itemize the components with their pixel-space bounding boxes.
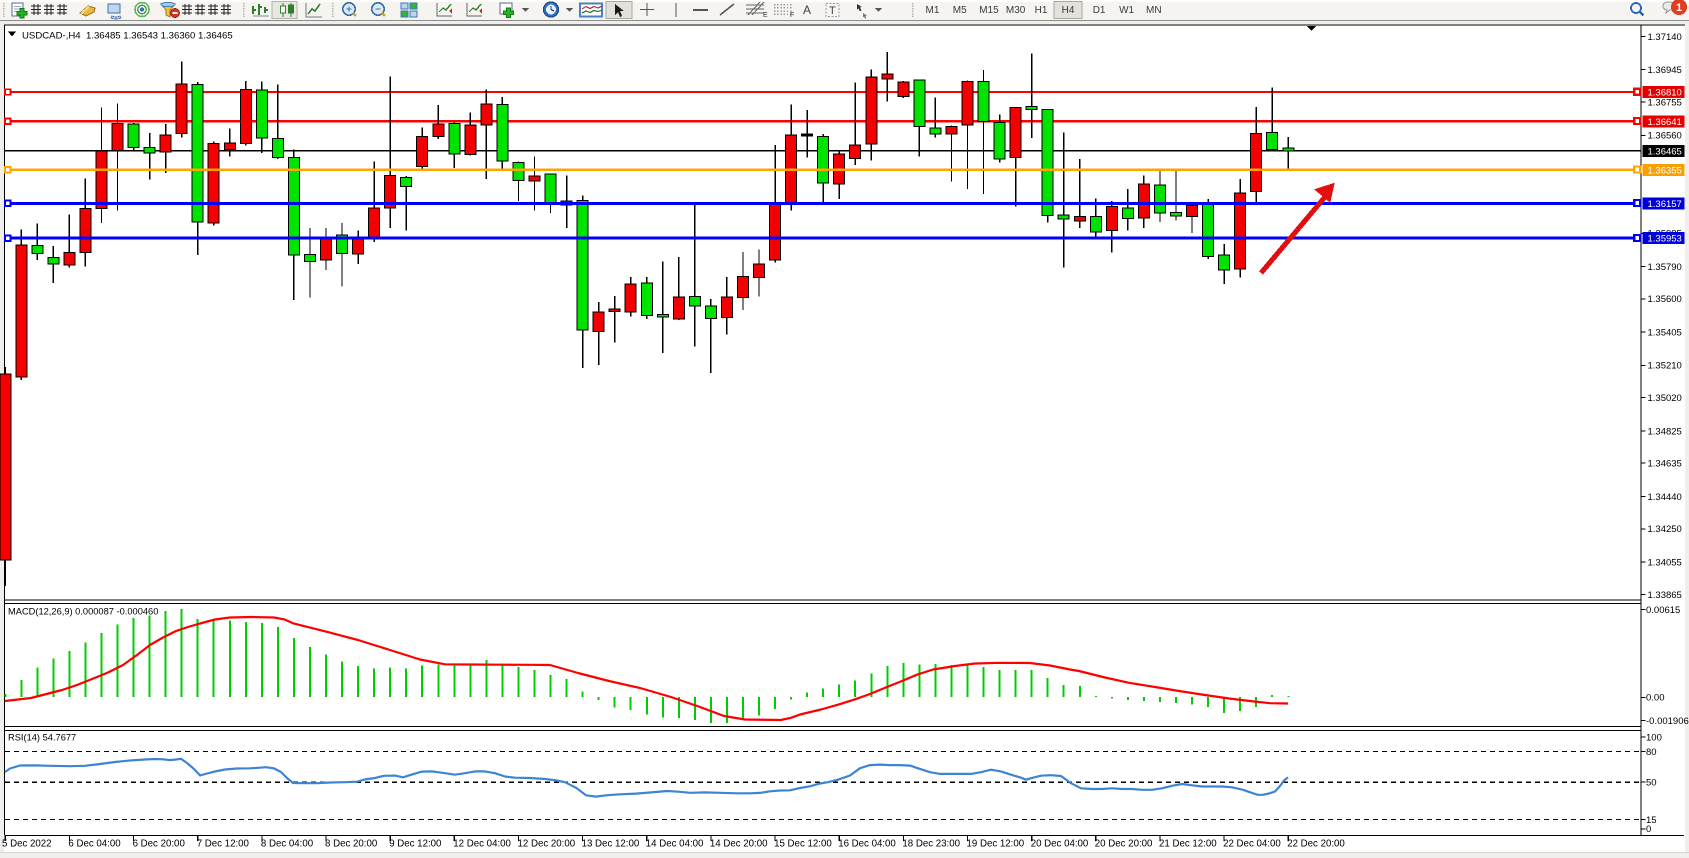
svg-text:20 Dec 04:00: 20 Dec 04:00 xyxy=(1031,839,1089,850)
svg-text:F: F xyxy=(790,12,794,19)
svg-text:21 Dec 12:00: 21 Dec 12:00 xyxy=(1159,839,1217,850)
svg-text:W1: W1 xyxy=(1119,5,1134,16)
svg-text:5 Dec 2022: 5 Dec 2022 xyxy=(2,839,52,850)
svg-text:1.36755: 1.36755 xyxy=(1648,97,1682,108)
svg-text:M30: M30 xyxy=(1006,5,1026,16)
svg-text:1.34250: 1.34250 xyxy=(1648,524,1682,535)
svg-text:80: 80 xyxy=(1646,747,1657,758)
svg-text:-0.001906: -0.001906 xyxy=(1646,716,1689,727)
svg-text:22 Dec 04:00: 22 Dec 04:00 xyxy=(1223,839,1281,850)
svg-text:13 Dec 12:00: 13 Dec 12:00 xyxy=(582,839,640,850)
svg-text:12 Dec 04:00: 12 Dec 04:00 xyxy=(453,839,511,850)
svg-text:1.34440: 1.34440 xyxy=(1648,492,1682,503)
svg-text:1.33865: 1.33865 xyxy=(1648,590,1682,601)
svg-text:1.36810: 1.36810 xyxy=(1648,88,1682,99)
svg-text:USDCAD-,H4 1.36485 1.36543 1.: USDCAD-,H4 1.36485 1.36543 1.36360 1.364… xyxy=(22,31,233,42)
svg-text:0.00615: 0.00615 xyxy=(1646,605,1680,616)
svg-text:0.00: 0.00 xyxy=(1646,693,1665,704)
svg-text:1.36465: 1.36465 xyxy=(1648,146,1682,157)
svg-text:16 Dec 04:00: 16 Dec 04:00 xyxy=(838,839,896,850)
svg-text:1.36560: 1.36560 xyxy=(1648,131,1682,142)
svg-text:1.35020: 1.35020 xyxy=(1648,393,1682,404)
svg-text:20 Dec 20:00: 20 Dec 20:00 xyxy=(1095,839,1153,850)
svg-text:1.34825: 1.34825 xyxy=(1648,426,1682,437)
svg-text:0: 0 xyxy=(1646,824,1651,835)
svg-text:15 Dec 12:00: 15 Dec 12:00 xyxy=(774,839,832,850)
svg-text:T: T xyxy=(829,5,836,17)
svg-text:D1: D1 xyxy=(1093,5,1106,16)
svg-text:A: A xyxy=(803,3,811,17)
svg-text:8 Dec 04:00: 8 Dec 04:00 xyxy=(261,839,314,850)
svg-text:1.35790: 1.35790 xyxy=(1648,262,1682,273)
svg-text:1.34055: 1.34055 xyxy=(1648,557,1682,568)
svg-text:1.36945: 1.36945 xyxy=(1648,65,1682,76)
svg-text:1: 1 xyxy=(1676,2,1682,14)
svg-text:14 Dec 04:00: 14 Dec 04:00 xyxy=(646,839,704,850)
svg-text:18 Dec 23:00: 18 Dec 23:00 xyxy=(902,839,960,850)
svg-text:MACD(12,26,9) 0.000087 -0.0004: MACD(12,26,9) 0.000087 -0.000460 xyxy=(8,607,158,617)
svg-text:M15: M15 xyxy=(979,5,999,16)
svg-text:100: 100 xyxy=(1646,732,1662,743)
svg-text:15: 15 xyxy=(1646,815,1657,826)
svg-text:M5: M5 xyxy=(953,5,967,16)
svg-text:1.35953: 1.35953 xyxy=(1648,234,1682,245)
svg-text:1.35210: 1.35210 xyxy=(1648,361,1682,372)
svg-text:7 Dec 12:00: 7 Dec 12:00 xyxy=(197,839,250,850)
svg-text:E: E xyxy=(763,12,768,19)
svg-text:H1: H1 xyxy=(1035,5,1048,16)
svg-text:19 Dec 12:00: 19 Dec 12:00 xyxy=(967,839,1025,850)
svg-text:12 Dec 20:00: 12 Dec 20:00 xyxy=(518,839,576,850)
svg-text:1.35600: 1.35600 xyxy=(1648,294,1682,305)
svg-text:MN: MN xyxy=(1146,5,1162,16)
svg-text:1.36157: 1.36157 xyxy=(1648,199,1682,210)
svg-text:H4: H4 xyxy=(1062,5,1075,16)
svg-text:6 Dec 20:00: 6 Dec 20:00 xyxy=(133,839,186,850)
svg-text:6 Dec 04:00: 6 Dec 04:00 xyxy=(68,839,121,850)
svg-text:1.36641: 1.36641 xyxy=(1648,117,1682,128)
svg-text:9 Dec 12:00: 9 Dec 12:00 xyxy=(389,839,442,850)
svg-text:1.36355: 1.36355 xyxy=(1648,165,1682,176)
svg-text:1.37140: 1.37140 xyxy=(1648,32,1682,43)
svg-text:8 Dec 20:00: 8 Dec 20:00 xyxy=(325,839,378,850)
svg-text:M1: M1 xyxy=(926,5,940,16)
svg-text:50: 50 xyxy=(1646,778,1657,789)
svg-text:14 Dec 20:00: 14 Dec 20:00 xyxy=(710,839,768,850)
svg-text:RSI(14) 54.7677: RSI(14) 54.7677 xyxy=(8,733,76,743)
svg-text:22 Dec 20:00: 22 Dec 20:00 xyxy=(1287,839,1345,850)
svg-text:1.34635: 1.34635 xyxy=(1648,459,1682,470)
svg-text:1.35405: 1.35405 xyxy=(1648,327,1682,338)
